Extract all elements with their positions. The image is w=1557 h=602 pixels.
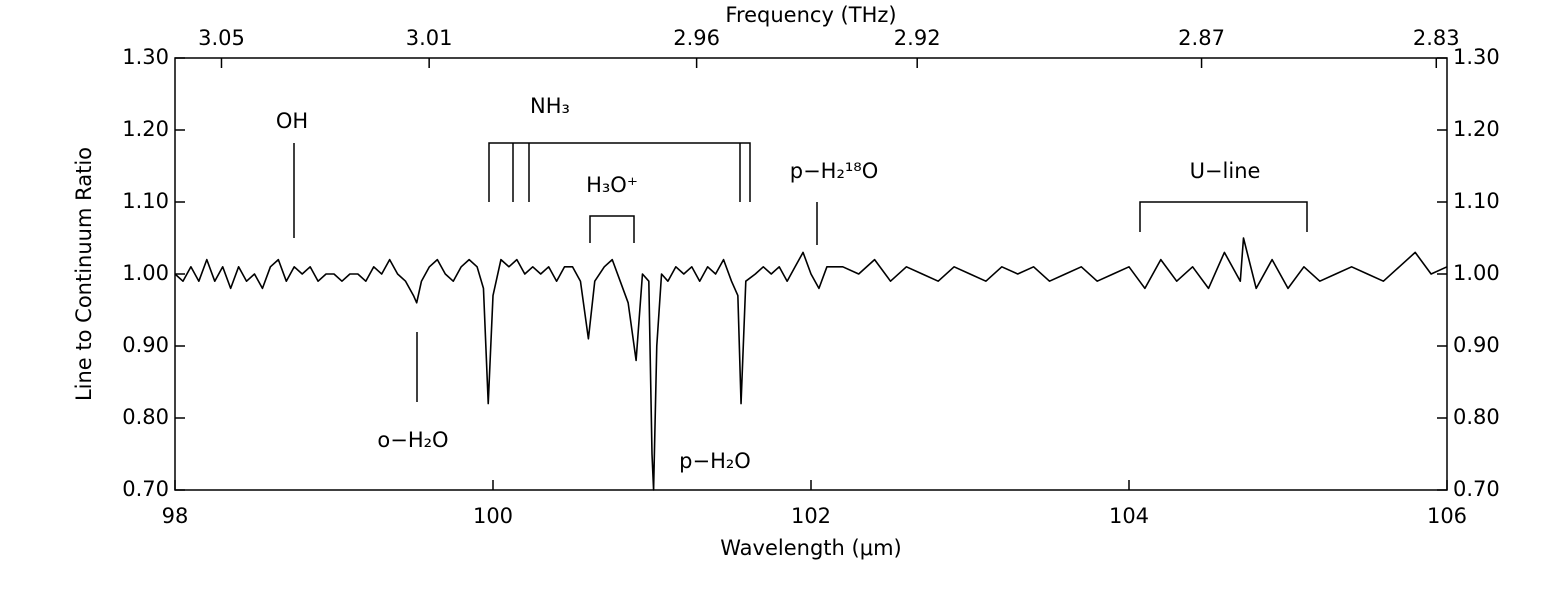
y-tick-label: 1.30 — [122, 45, 169, 69]
x-tick-label: 98 — [162, 504, 189, 528]
spectrum-line — [174, 237, 1448, 491]
x2-tick-label: 3.05 — [198, 26, 245, 50]
x2-tick-label: 2.87 — [1178, 26, 1225, 50]
x-axis-title: Wavelength (μm) — [720, 536, 901, 560]
y-tick-label: 1.10 — [122, 189, 169, 213]
y2-tick-label: 1.20 — [1453, 117, 1500, 141]
x-tick-label: 104 — [1109, 504, 1149, 528]
y2-tick-label: 1.10 — [1453, 189, 1500, 213]
y-tick-label: 1.20 — [122, 117, 169, 141]
annotation: o−H₂O — [377, 428, 448, 452]
y-tick-label: 0.70 — [122, 477, 169, 501]
x-tick-label: 106 — [1427, 504, 1467, 528]
x2-tick-label: 2.92 — [894, 26, 941, 50]
annotation-bracket — [488, 142, 751, 202]
annotation: p−H₂¹⁸O — [790, 159, 879, 183]
y-axis-title: Line to Continuum Ratio — [72, 147, 96, 401]
y2-tick-label: 0.90 — [1453, 333, 1500, 357]
annotation: OH — [276, 109, 308, 133]
y2-tick-label: 0.70 — [1453, 477, 1500, 501]
x-tick-label: 102 — [791, 504, 831, 528]
x2-tick-label: 2.96 — [673, 26, 720, 50]
annotation: H₃O⁺ — [586, 173, 638, 197]
annotation: NH₃ — [530, 94, 570, 118]
y-tick-label: 0.80 — [122, 405, 169, 429]
x2-tick-label: 2.83 — [1413, 26, 1460, 50]
annotation-bracket — [589, 215, 635, 243]
y2-tick-label: 0.80 — [1453, 405, 1500, 429]
annotation-bracket — [1139, 201, 1308, 232]
y-tick-label: 0.90 — [122, 333, 169, 357]
annotation: p−H₂O — [679, 449, 751, 473]
x2-axis-title: Frequency (THz) — [725, 3, 896, 27]
x2-tick-label: 3.01 — [406, 26, 453, 50]
y2-tick-label: 1.30 — [1453, 45, 1500, 69]
y2-tick-label: 1.00 — [1453, 261, 1500, 285]
annotation: U−line — [1190, 159, 1261, 183]
y-tick-label: 1.00 — [122, 261, 169, 285]
annotations: OH NH₃ H₃O⁺ p−H₂¹⁸O U−line o−H₂O p−H₂O — [276, 94, 1308, 473]
x-tick-label: 100 — [473, 504, 513, 528]
